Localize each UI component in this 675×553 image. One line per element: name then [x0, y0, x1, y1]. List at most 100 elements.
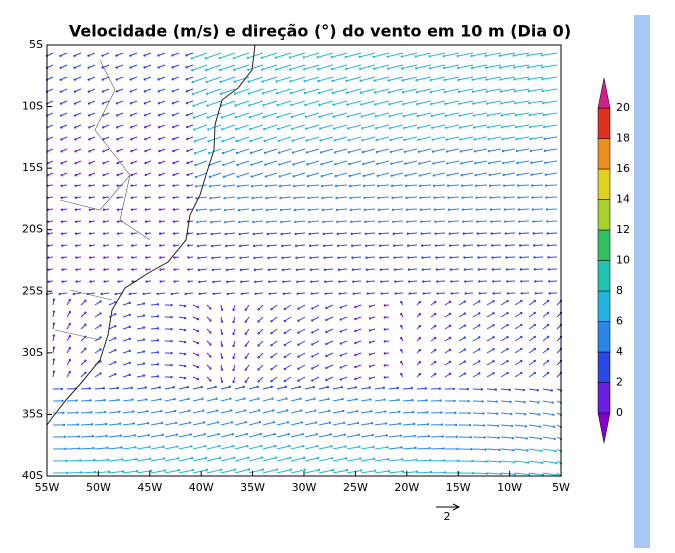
wind-head: [116, 138, 119, 141]
wind-head: [264, 175, 268, 178]
wind-head: [183, 316, 187, 320]
wind-head: [432, 162, 435, 165]
wind-head: [517, 208, 521, 211]
wind-stroke: [306, 148, 320, 153]
wind-head: [490, 232, 493, 235]
colorbar-label: 18: [616, 132, 630, 145]
wind-stroke: [220, 386, 230, 390]
wind-stroke: [240, 256, 250, 259]
wind-head: [506, 311, 509, 315]
wind-head: [257, 320, 260, 323]
wind-head: [456, 54, 459, 58]
wind-head: [143, 90, 147, 93]
wind-stroke: [264, 124, 278, 130]
wind-head: [527, 90, 531, 93]
wind-stroke: [264, 148, 278, 154]
side-bar: [634, 15, 650, 548]
wind-stroke: [502, 136, 516, 140]
wind-stroke: [312, 328, 320, 333]
wind-head: [77, 435, 80, 438]
wind-head: [529, 149, 533, 153]
wind-head: [525, 437, 528, 440]
wind-stroke: [542, 412, 554, 416]
wind-head: [234, 104, 237, 107]
wind-head: [327, 397, 330, 401]
wind-head: [340, 386, 343, 389]
wind-stroke: [238, 196, 250, 199]
wind-head: [132, 410, 135, 413]
wind-stroke: [269, 280, 278, 283]
wind-stroke: [276, 410, 288, 414]
wind-head: [171, 78, 174, 81]
wind-stroke: [80, 399, 91, 402]
wind-head: [432, 184, 436, 187]
wind-head: [298, 385, 301, 389]
wind-head: [350, 220, 353, 224]
wind-stroke: [420, 196, 432, 199]
wind-head: [436, 292, 439, 295]
wind-head: [533, 256, 536, 259]
wind-head: [143, 102, 147, 105]
wind-head: [389, 138, 392, 142]
wind-stroke: [409, 280, 418, 283]
wind-stroke: [434, 196, 446, 199]
wind-stroke: [450, 268, 460, 271]
wind-head: [347, 150, 351, 154]
wind-stroke: [347, 100, 362, 106]
wind-head: [492, 371, 495, 375]
wind-head: [552, 425, 556, 429]
wind-stroke: [402, 64, 418, 69]
wind-head: [100, 292, 103, 296]
wind-stroke: [312, 352, 320, 357]
wind-stroke: [337, 232, 348, 235]
wind-stroke: [266, 196, 278, 199]
wind-head: [546, 220, 549, 223]
wind-stroke: [197, 220, 208, 223]
wind-head: [144, 196, 147, 199]
wind-head: [517, 196, 520, 199]
wind-head: [400, 348, 403, 352]
wind-head: [68, 370, 72, 374]
wind-stroke: [514, 448, 528, 451]
wind-head: [336, 232, 339, 236]
wind-stroke: [295, 232, 306, 235]
wind-head: [177, 469, 181, 472]
wind-stroke: [268, 256, 278, 259]
wind-head: [400, 360, 403, 364]
wind-head: [467, 399, 470, 403]
wind-stroke: [235, 100, 250, 106]
wind-head: [400, 67, 404, 70]
lon-label: 45W: [137, 481, 162, 494]
wind-head: [233, 68, 236, 72]
wind-head: [156, 351, 160, 354]
wind-head: [267, 256, 270, 260]
wind-stroke: [432, 136, 446, 141]
wind-head: [454, 411, 457, 415]
wind-stroke: [433, 172, 446, 176]
wind-head: [211, 256, 214, 260]
wind-stroke: [220, 410, 232, 414]
wind-stroke: [309, 232, 320, 235]
wind-head: [232, 380, 235, 384]
wind-stroke: [346, 398, 357, 402]
wind-stroke: [262, 445, 276, 450]
wind-head: [103, 280, 106, 283]
wind-head: [130, 184, 133, 187]
wind-stroke: [390, 124, 404, 129]
wind-stroke: [488, 124, 502, 128]
wind-head: [88, 138, 91, 141]
wind-head: [456, 447, 459, 451]
wind-stroke: [346, 64, 362, 70]
wind-head: [88, 208, 92, 211]
wind-stroke: [446, 124, 460, 129]
wind-head: [88, 184, 91, 187]
wind-head: [466, 387, 470, 391]
wind-stroke: [437, 292, 446, 295]
wind-head: [310, 280, 313, 283]
wind-stroke: [517, 172, 530, 176]
wind-head: [342, 409, 345, 413]
wind-head: [219, 80, 222, 84]
wind-head: [486, 102, 489, 105]
wind-head: [61, 256, 64, 259]
wind-stroke: [364, 184, 376, 187]
